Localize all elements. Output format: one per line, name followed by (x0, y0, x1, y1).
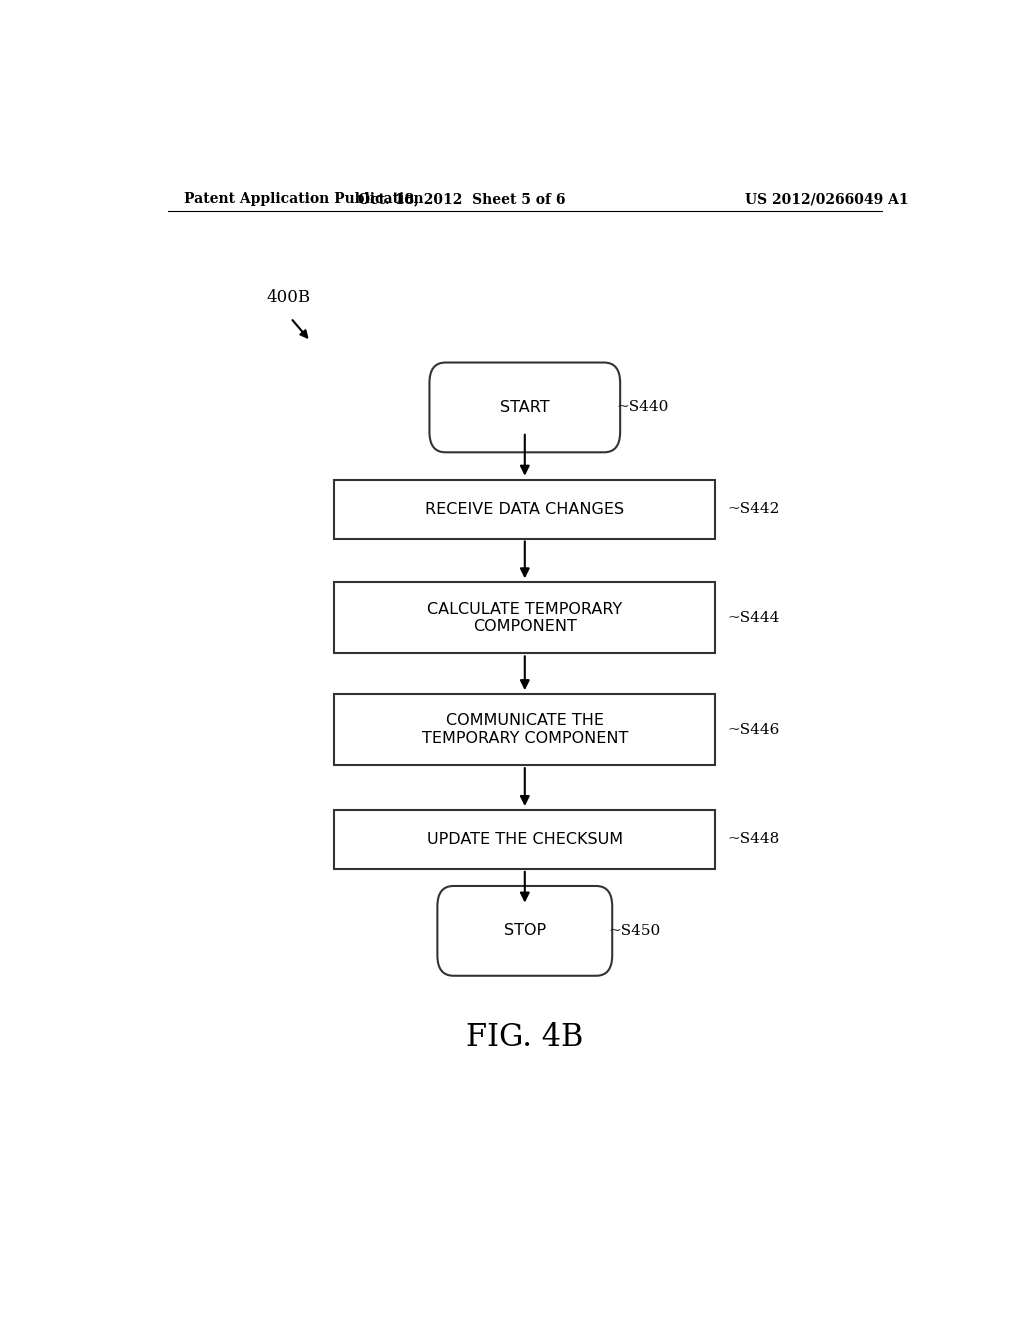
FancyBboxPatch shape (334, 694, 715, 766)
Text: ~S444: ~S444 (727, 611, 779, 624)
Text: Oct. 18, 2012  Sheet 5 of 6: Oct. 18, 2012 Sheet 5 of 6 (357, 191, 565, 206)
Text: RECEIVE DATA CHANGES: RECEIVE DATA CHANGES (425, 502, 625, 516)
Text: CALCULATE TEMPORARY
COMPONENT: CALCULATE TEMPORARY COMPONENT (427, 602, 623, 634)
FancyBboxPatch shape (429, 363, 621, 453)
Text: UPDATE THE CHECKSUM: UPDATE THE CHECKSUM (427, 832, 623, 847)
Text: 400B: 400B (267, 289, 311, 306)
FancyBboxPatch shape (334, 582, 715, 653)
Text: ~S450: ~S450 (608, 924, 660, 939)
Text: ~S440: ~S440 (616, 400, 669, 414)
Text: ~S442: ~S442 (727, 502, 779, 516)
FancyBboxPatch shape (334, 810, 715, 869)
FancyBboxPatch shape (334, 479, 715, 539)
Text: Patent Application Publication: Patent Application Publication (183, 191, 423, 206)
Text: COMMUNICATE THE
TEMPORARY COMPONENT: COMMUNICATE THE TEMPORARY COMPONENT (422, 713, 628, 746)
Text: START: START (500, 400, 550, 414)
Text: FIG. 4B: FIG. 4B (466, 1022, 584, 1053)
Text: US 2012/0266049 A1: US 2012/0266049 A1 (744, 191, 908, 206)
Text: ~S448: ~S448 (727, 833, 779, 846)
FancyBboxPatch shape (437, 886, 612, 975)
Text: STOP: STOP (504, 924, 546, 939)
Text: ~S446: ~S446 (727, 722, 779, 737)
